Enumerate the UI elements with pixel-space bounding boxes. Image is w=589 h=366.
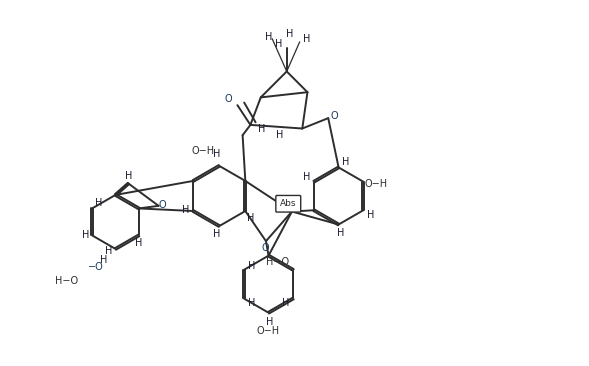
Text: H: H xyxy=(182,205,190,215)
Text: H: H xyxy=(248,261,255,271)
Text: H: H xyxy=(213,229,220,239)
FancyBboxPatch shape xyxy=(276,195,301,212)
Text: H: H xyxy=(276,130,284,140)
Text: O−H: O−H xyxy=(257,326,280,336)
Text: O−H: O−H xyxy=(365,179,388,189)
Text: H: H xyxy=(258,124,266,134)
Text: −O: −O xyxy=(88,262,104,272)
Text: H−O: H−O xyxy=(55,276,78,285)
Text: H: H xyxy=(286,29,293,38)
Text: H: H xyxy=(82,231,90,240)
Text: O−H: O−H xyxy=(191,146,214,156)
Text: H: H xyxy=(125,171,132,181)
Text: H: H xyxy=(303,34,310,44)
Text: H: H xyxy=(95,198,102,208)
Text: H: H xyxy=(367,210,374,220)
Text: H: H xyxy=(266,317,273,327)
Text: O: O xyxy=(330,111,338,120)
Text: Abs: Abs xyxy=(280,199,296,208)
Text: H: H xyxy=(135,238,143,248)
Text: H: H xyxy=(342,157,349,167)
Text: H: H xyxy=(282,298,289,307)
Text: O: O xyxy=(225,94,233,104)
Text: H−O: H−O xyxy=(266,257,289,267)
Text: H: H xyxy=(104,246,112,257)
Text: H: H xyxy=(275,39,283,49)
Text: H: H xyxy=(248,298,255,307)
Text: O: O xyxy=(261,243,269,253)
Text: H: H xyxy=(247,213,254,223)
Text: H: H xyxy=(213,149,220,160)
Text: H: H xyxy=(265,32,272,42)
Text: H: H xyxy=(337,228,345,238)
Text: O: O xyxy=(158,200,166,210)
Text: H: H xyxy=(100,255,108,265)
Text: H: H xyxy=(303,172,310,182)
